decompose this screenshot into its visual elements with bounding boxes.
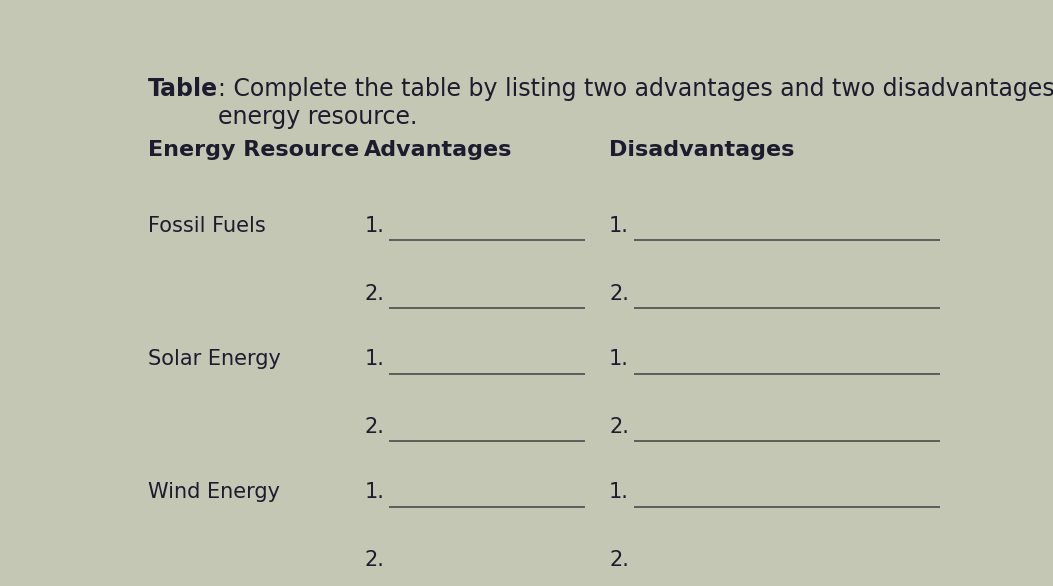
Text: Disadvantages: Disadvantages <box>609 140 794 160</box>
Text: 1.: 1. <box>364 349 384 369</box>
Text: 1.: 1. <box>609 349 629 369</box>
Text: 2.: 2. <box>609 284 629 304</box>
Text: 2.: 2. <box>609 417 629 437</box>
Text: 2.: 2. <box>364 550 384 570</box>
Text: Solar Energy: Solar Energy <box>147 349 281 369</box>
Text: 2.: 2. <box>364 284 384 304</box>
Text: : Complete the table by listing two advantages and two disadvantages for each
en: : Complete the table by listing two adva… <box>218 77 1053 129</box>
Text: 1.: 1. <box>609 482 629 502</box>
Text: Fossil Fuels: Fossil Fuels <box>147 216 265 236</box>
Text: Advantages: Advantages <box>364 140 513 160</box>
Text: Wind Energy: Wind Energy <box>147 482 280 502</box>
Text: 1.: 1. <box>364 216 384 236</box>
Text: Table: Table <box>147 77 218 101</box>
Text: Energy Resource: Energy Resource <box>147 140 359 160</box>
Text: 2.: 2. <box>609 550 629 570</box>
Text: 1.: 1. <box>364 482 384 502</box>
Text: 2.: 2. <box>364 417 384 437</box>
Text: 1.: 1. <box>609 216 629 236</box>
